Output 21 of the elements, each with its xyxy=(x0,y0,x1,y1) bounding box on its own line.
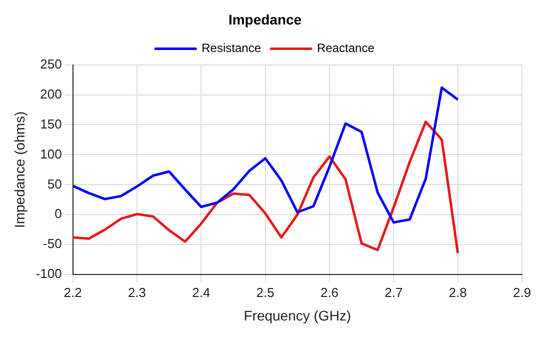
y-tick-label: -100 xyxy=(36,266,62,282)
x-tick-label: 2.9 xyxy=(512,284,532,300)
x-tick-label: 2.2 xyxy=(64,284,82,300)
y-tick-label: 100 xyxy=(40,146,62,162)
x-tick-label: 2.6 xyxy=(320,284,339,300)
x-tick-label: 2.5 xyxy=(256,284,274,300)
y-tick-label: 0 xyxy=(54,206,62,222)
x-tick-label: 2.7 xyxy=(384,284,403,300)
x-tick-label: 2.8 xyxy=(448,284,467,300)
y-tick-label: -50 xyxy=(43,236,62,252)
y-tick-label: 50 xyxy=(47,176,62,192)
x-tick-label: 2.3 xyxy=(128,284,146,300)
y-tick-label: 200 xyxy=(40,86,62,102)
x-axis-title: Frequency (GHz) xyxy=(244,307,352,324)
legend-label: Reactance xyxy=(316,41,375,56)
y-tick-label: 150 xyxy=(40,116,62,132)
y-axis-title: Impedance (ohms) xyxy=(11,111,28,228)
legend-label: Resistance xyxy=(202,41,262,56)
y-tick-label: 250 xyxy=(40,56,62,72)
x-tick-label: 2.4 xyxy=(192,284,210,300)
chart-title: Impedance xyxy=(228,11,302,28)
